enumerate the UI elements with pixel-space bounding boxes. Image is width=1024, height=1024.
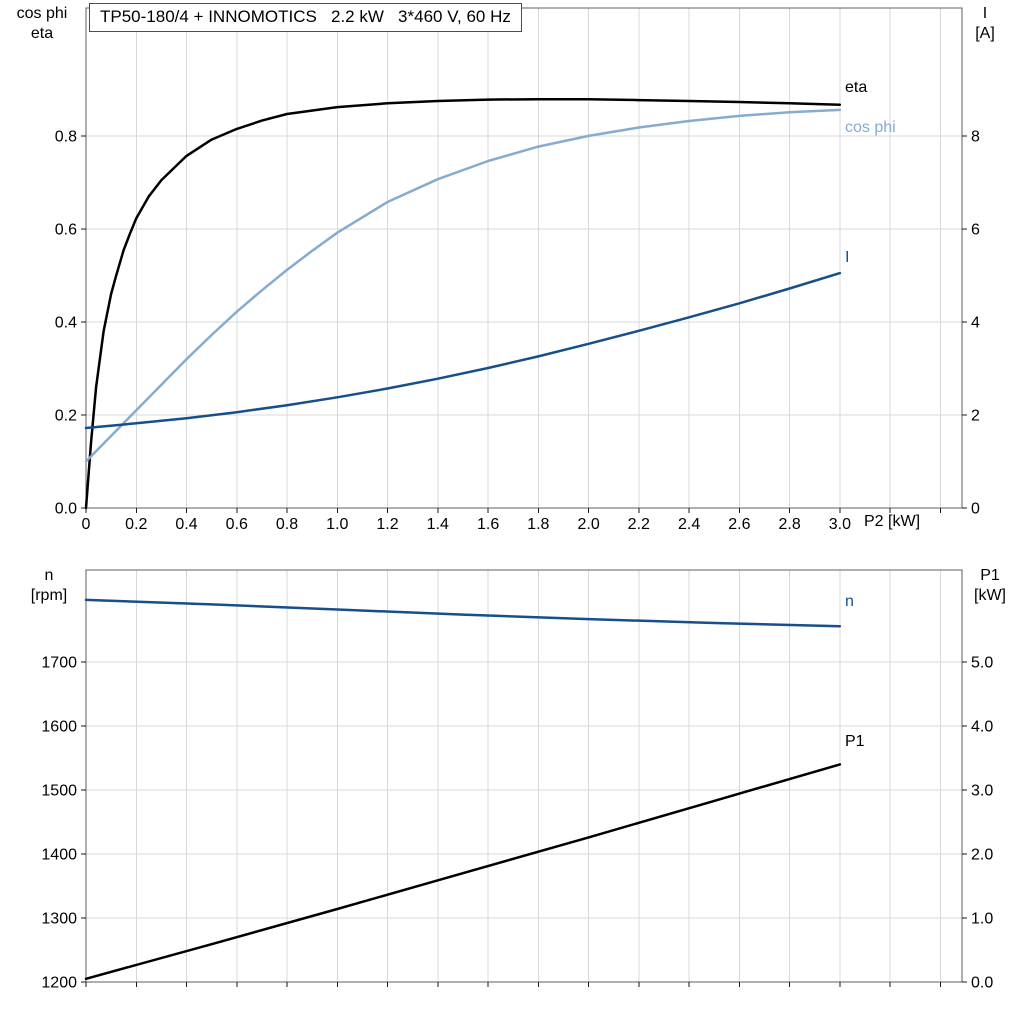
y-right-tick-label: 4.0 — [971, 719, 993, 736]
y-left-tick-label: 1600 — [41, 719, 77, 736]
x-tick-label: 0.6 — [226, 516, 248, 533]
chart-title: TP50-180/4 + INNOMOTICS 2.2 kW 3*460 V, … — [89, 3, 522, 32]
y-left-tick-label: 1500 — [41, 783, 77, 800]
plot-border — [85, 7, 963, 509]
x-tick-label: 1.0 — [326, 516, 348, 533]
y-left-tick-label: 1300 — [41, 911, 77, 928]
series-eta-curve — [84, 97, 842, 510]
axis-title-current-unit: [A] — [975, 25, 995, 42]
series-n-curve — [84, 598, 842, 628]
y-left-tick-label: 0.0 — [55, 501, 77, 518]
y-right-tick-label: 8 — [971, 128, 980, 145]
axis-title-eta: eta — [30, 25, 54, 42]
series-p1-curve — [84, 763, 842, 981]
y-right-tick-label: 6 — [971, 221, 980, 238]
y-right-tick-label: 1.0 — [971, 911, 993, 928]
axis-title-cos-phi: cos phi — [16, 5, 68, 22]
bottom-right-axis-title: P1 [kW] — [962, 566, 1018, 606]
x-tick-label: 2.8 — [778, 516, 800, 533]
x-tick-label: 1.6 — [477, 516, 499, 533]
y-left-tick-label: 1400 — [41, 847, 77, 864]
series-label-p1: P1 — [845, 733, 865, 750]
x-tick-label: 1.4 — [427, 516, 449, 533]
y-right-tick-label: 4 — [971, 315, 980, 332]
y-left-tick-label: 0.8 — [55, 128, 77, 145]
y-left-tick-label: 0.4 — [55, 315, 77, 332]
x-tick-label: 0.8 — [276, 516, 298, 533]
x-tick-label: 2.2 — [628, 516, 650, 533]
bottom-left-axis-title: n [rpm] — [14, 566, 84, 606]
axis-title-current: I — [982, 5, 988, 22]
y-right-tick-label: 3.0 — [971, 783, 993, 800]
x-tick-label: 1.2 — [376, 516, 398, 533]
series-cos-phi-curve — [84, 108, 842, 463]
y-right-tick-label: 0.0 — [971, 975, 993, 992]
x-tick-label: 0.4 — [175, 516, 197, 533]
y-left-tick-label: 0.6 — [55, 221, 77, 238]
top-right-axis-title: I [A] — [962, 4, 1008, 44]
x-tick-label: 0.2 — [125, 516, 147, 533]
y-left-tick-label: 1700 — [41, 655, 77, 672]
axis-title-p1: P1 — [980, 567, 1000, 584]
series-label-cos-phi: cos phi — [845, 119, 896, 136]
top-left-axis-title: cos phi eta — [2, 4, 82, 44]
y-left-tick-label: 0.2 — [55, 408, 77, 425]
x-tick-label: 2.6 — [728, 516, 750, 533]
y-right-tick-label: 2.0 — [971, 847, 993, 864]
x-tick-label: 2.4 — [678, 516, 700, 533]
x-tick-label: 1.8 — [527, 516, 549, 533]
plot-border — [85, 569, 963, 983]
axis-title-speed-unit: [rpm] — [30, 587, 68, 604]
series-label-eta: eta — [845, 79, 867, 96]
x-axis-title: P2 [kW] — [864, 513, 921, 530]
y-right-tick-label: 0 — [971, 501, 980, 518]
series-label-i: I — [845, 249, 849, 266]
axis-title-p1-unit: [kW] — [974, 587, 1006, 604]
x-tick-label: 2.0 — [577, 516, 599, 533]
y-right-tick-label: 2 — [971, 408, 980, 425]
series-label-n: n — [845, 593, 854, 610]
chart-1: 1200 1300 1400 1500 1600 1700 0.0 1.0 2.0 3.0 4.0 5… — [41, 569, 993, 992]
x-tick-label: 0 — [82, 516, 91, 533]
y-right-tick-label: 5.0 — [971, 655, 993, 672]
axis-title-speed: n — [44, 567, 54, 584]
y-left-tick-label: 1200 — [41, 975, 77, 992]
chart-0: 0 0.2 0.4 0.6 0.8 1.0 1.2 1.4 1.6 1.8 2.0 2.2 2.4 2.6… — [55, 7, 980, 533]
series-i-curve — [84, 271, 842, 430]
x-tick-label: 3.0 — [829, 516, 851, 533]
